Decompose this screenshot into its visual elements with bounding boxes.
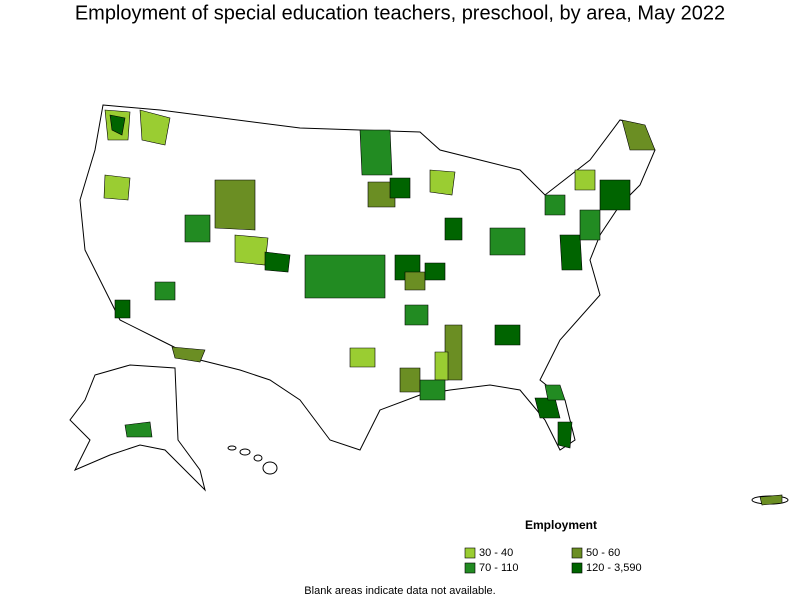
area — [444, 217, 463, 241]
area — [419, 379, 446, 401]
legend-label: 70 - 110 — [479, 562, 519, 574]
hawaii — [227, 445, 278, 475]
area — [264, 251, 291, 273]
employment-areas — [103, 109, 783, 506]
area — [389, 177, 411, 199]
area — [559, 234, 583, 271]
legend-label: 120 - 3,590 — [586, 562, 642, 574]
area — [544, 384, 566, 401]
area — [154, 281, 176, 301]
map — [69, 104, 789, 506]
legend: Employment 30 - 40 50 - 60 70 - 110 120 - 3… — [464, 518, 642, 574]
area — [139, 109, 171, 146]
area — [494, 324, 521, 346]
area — [367, 181, 396, 208]
area — [109, 114, 126, 136]
area — [621, 119, 656, 151]
area — [171, 346, 206, 363]
legend-swatch — [571, 562, 583, 574]
area — [114, 299, 131, 319]
area — [489, 227, 526, 256]
area — [759, 494, 783, 506]
area — [557, 421, 573, 449]
area — [434, 351, 449, 381]
footnote: Blank areas indicate data not available. — [304, 585, 495, 597]
area — [184, 214, 211, 243]
area — [404, 304, 429, 326]
map-title: Employment of special education teachers… — [75, 2, 725, 24]
legend-label: 30 - 40 — [479, 547, 513, 559]
area — [234, 234, 269, 266]
area — [359, 129, 393, 176]
area — [574, 169, 596, 191]
legend-title: Employment — [525, 518, 597, 532]
area — [103, 174, 131, 201]
area — [579, 209, 601, 241]
legend-swatch — [571, 547, 583, 559]
area — [429, 169, 456, 196]
area — [214, 179, 256, 231]
legend-swatch — [464, 547, 476, 559]
legend-items: 30 - 40 50 - 60 70 - 110 120 - 3,590 — [464, 547, 642, 574]
legend-label: 50 - 60 — [586, 547, 620, 559]
area — [304, 254, 386, 299]
area — [544, 194, 566, 216]
area — [349, 347, 376, 368]
area — [404, 271, 426, 291]
area — [424, 262, 446, 281]
area — [599, 179, 631, 211]
area — [124, 421, 153, 438]
legend-swatch — [464, 562, 476, 574]
area — [399, 367, 421, 393]
